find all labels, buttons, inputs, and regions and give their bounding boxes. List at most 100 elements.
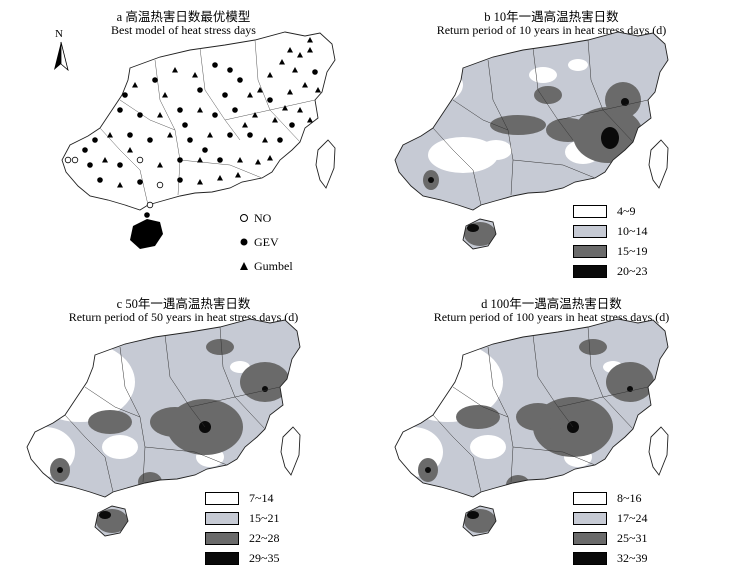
- gumbel-station-icon: [307, 37, 313, 43]
- panel-d-return-100: d 100年一遇高温热害日数 Return period of 100 year…: [368, 287, 735, 573]
- class-3-area: [506, 475, 530, 495]
- legend-item-class-4: 29~35: [205, 552, 325, 568]
- panel-title-en: Return period of 10 years in heat stress…: [436, 23, 667, 37]
- gumbel-station-icon: [117, 182, 123, 188]
- gev-station-icon: [227, 67, 233, 73]
- panel-title-cn: c 50年一遇高温热害日数: [116, 297, 251, 311]
- legend-item-class-4: 32~39: [573, 552, 693, 568]
- class-4-area: [467, 224, 479, 232]
- class-1-area: [428, 137, 498, 173]
- class-1-area: [470, 435, 506, 459]
- gev-station-icon: [97, 177, 103, 183]
- gumbel-station-icon: [102, 157, 108, 163]
- gev-station-icon: [289, 122, 295, 128]
- gumbel-station-icon: [237, 157, 243, 163]
- gumbel-station-icon: [307, 47, 313, 53]
- gumbel-station-icon: [302, 82, 308, 88]
- choropleth-fill: [27, 319, 300, 536]
- gumbel-station-icon: [197, 179, 203, 185]
- gumbel-station-icon: [267, 155, 273, 161]
- class-1-area: [480, 140, 512, 160]
- gumbel-station-icon: [287, 89, 293, 95]
- island-outline: [462, 218, 497, 250]
- gev-station-icon: [87, 162, 93, 168]
- taiwan-outline: [648, 426, 669, 476]
- gumbel-station-icon: [217, 175, 223, 181]
- legend-swatch: [573, 552, 607, 565]
- gumbel-station-icon: [267, 72, 273, 78]
- class-3-area: [240, 362, 290, 402]
- no-station-icon: [71, 156, 79, 164]
- gumbel-station-icon: [242, 122, 248, 128]
- gumbel-station-icon: [127, 147, 133, 153]
- taiwan-outline: [315, 139, 336, 189]
- gev-station-icon: [182, 122, 188, 128]
- gumbel-station-icon: [207, 132, 213, 138]
- legend-label: 25~31: [617, 531, 648, 545]
- class-3-area: [456, 405, 500, 429]
- legend-swatch: [573, 225, 607, 238]
- gumbel-station-icon: [157, 112, 163, 118]
- north-arrow: N: [51, 28, 71, 74]
- legend-swatch: [573, 492, 607, 505]
- gumbel-station-icon: [255, 159, 261, 165]
- class-1-area: [27, 342, 135, 422]
- panel-title-en: Best model of heat stress days: [111, 23, 256, 37]
- panel-title-en: Return period of 50 years in heat stress…: [68, 310, 299, 324]
- gumbel-station-icon: [247, 92, 253, 98]
- province-boundaries: [64, 326, 281, 493]
- class-4-area: [601, 127, 619, 149]
- legend-swatch: [205, 552, 239, 565]
- gev-station-icon: [217, 157, 223, 163]
- legend-item-class-1: 4~9: [573, 205, 693, 221]
- gumbel-station-icon: [315, 87, 321, 93]
- gev-station-icon: [127, 132, 133, 138]
- gumbel-station-icon: [292, 67, 298, 73]
- gev-station-icon: [117, 162, 123, 168]
- choropleth-map: [394, 318, 669, 537]
- no-station-icon: [136, 156, 144, 164]
- gumbel-station-icon: [132, 82, 138, 88]
- legend-item-gumbel: Gumbel: [238, 260, 328, 276]
- legend-label: 15~21: [249, 511, 280, 525]
- gev-station-icon: [137, 112, 143, 118]
- legend-swatch: [205, 532, 239, 545]
- gumbel-station-icon: [157, 162, 163, 168]
- panel-title-en: Return period of 100 years in heat stres…: [433, 310, 670, 324]
- province-boundaries: [432, 39, 649, 206]
- legend-label: Gumbel: [254, 259, 293, 273]
- legend-label: 17~24: [617, 511, 648, 525]
- legend-label: NO: [254, 211, 272, 225]
- legend-item-class-3: 15~19: [573, 245, 693, 261]
- choropleth-map: [394, 31, 669, 250]
- class-3-area: [88, 410, 132, 434]
- gev-station-icon: [212, 62, 218, 68]
- class-4-area: [99, 511, 111, 519]
- legend-label: 10~14: [617, 224, 648, 238]
- station-map: [61, 31, 336, 249]
- class-4-area: [57, 467, 63, 473]
- gev-station-icon: [187, 137, 193, 143]
- gev-station-icon: [312, 69, 318, 75]
- class-4-area: [262, 386, 268, 392]
- gumbel-station-icon: [257, 87, 263, 93]
- island-outline: [462, 505, 497, 537]
- gev-station-icon: [177, 107, 183, 113]
- legend-label: 20~23: [617, 264, 648, 278]
- legend-item-gev: GEV: [238, 236, 328, 252]
- gev-station-icon: [117, 107, 123, 113]
- class-3-area: [490, 115, 546, 135]
- gumbel-station-icon: [262, 137, 268, 143]
- gumbel-station-icon: [147, 235, 153, 241]
- north-label: N: [55, 28, 63, 40]
- class-1-area: [568, 59, 588, 71]
- gev-station-icon: [144, 212, 150, 218]
- taiwan-outline: [648, 139, 669, 189]
- province-boundaries: [432, 326, 649, 493]
- panel-b-return-10: b 10年一遇高温热害日数 Return period of 10 years …: [368, 0, 735, 286]
- class-4-area: [428, 177, 434, 183]
- gev-station-icon: [232, 107, 238, 113]
- class-4-area: [467, 511, 479, 519]
- gumbel-station-icon: [235, 172, 241, 178]
- gumbel-station-icon: [192, 72, 198, 78]
